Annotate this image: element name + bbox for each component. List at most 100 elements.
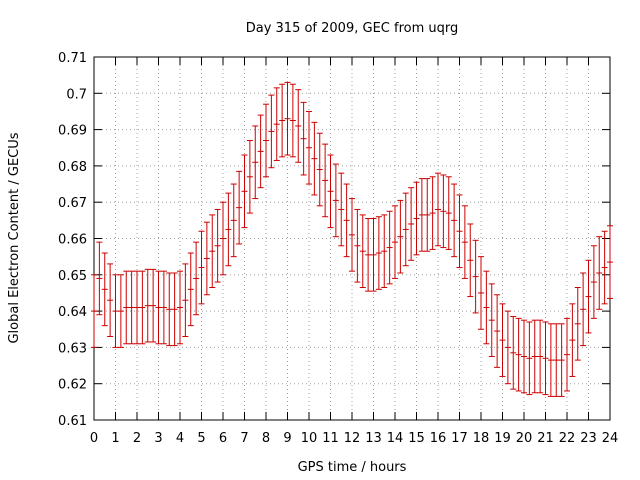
- data-point: [343, 183, 350, 258]
- y-axis-label: Global Electron Content / GECUs: [7, 132, 22, 343]
- data-point: [429, 176, 436, 250]
- data-point: [392, 205, 398, 279]
- data-point: [177, 270, 183, 345]
- data-point: [494, 294, 501, 368]
- data-point: [171, 272, 178, 347]
- data-point: [537, 319, 544, 394]
- data-point: [510, 316, 517, 390]
- data-point: [144, 268, 151, 343]
- x-tick-label: 6: [219, 431, 227, 446]
- data-point: [289, 83, 296, 158]
- data-point: [284, 81, 291, 156]
- data-point: [155, 270, 162, 345]
- data-point: [160, 270, 167, 345]
- data-point: [349, 198, 355, 272]
- data-point: [601, 230, 608, 305]
- y-axis: 0.61 0.62 0.63 0.64 0.65 0.66 0.67 0.68 0.69 0.7 0…: [58, 51, 610, 429]
- y-tick-label: 0.66: [58, 233, 87, 248]
- data-point: [440, 174, 447, 249]
- data-point: [230, 183, 237, 258]
- data-point: [263, 103, 269, 178]
- x-tick-label: 4: [176, 431, 184, 446]
- data-point: [386, 210, 393, 285]
- data-point: [273, 87, 280, 161]
- data-point: [236, 170, 243, 245]
- y-tick-label: 0.63: [58, 341, 87, 356]
- data-point: [107, 263, 114, 338]
- data-point: [96, 241, 103, 316]
- data-point: [338, 172, 345, 247]
- x-tick-label: 7: [240, 431, 248, 446]
- x-tick-label: 5: [197, 431, 205, 446]
- x-tick-label: 8: [262, 431, 270, 446]
- y-tick-label: 0.68: [58, 160, 87, 175]
- data-point: [332, 163, 339, 238]
- data-point: [316, 132, 323, 207]
- data-point: [193, 241, 200, 316]
- data-series: [91, 81, 613, 397]
- data-point: [187, 252, 194, 327]
- y-tick-label: 0.61: [58, 414, 87, 429]
- data-point: [117, 274, 124, 348]
- data-point: [526, 321, 533, 396]
- data-point: [504, 310, 511, 385]
- data-point: [257, 114, 264, 189]
- data-point: [322, 143, 329, 218]
- x-tick-label: 20: [516, 431, 533, 446]
- x-tick-label: 19: [494, 431, 511, 446]
- x-tick-label: 18: [473, 431, 490, 446]
- data-point: [531, 319, 538, 394]
- data-point: [112, 274, 119, 348]
- y-tick-label: 0.69: [58, 124, 87, 139]
- x-tick-label: 22: [559, 431, 576, 446]
- data-point: [580, 272, 587, 347]
- data-point: [241, 154, 248, 229]
- data-point: [91, 274, 97, 348]
- x-tick-label: 9: [283, 431, 291, 446]
- data-point: [370, 218, 377, 292]
- x-axis: 0 1 2 3 4 5 6 7 8 9 10 11 12 13 14 15 16 17 18 19 20 21 22 23 24: [90, 57, 618, 446]
- data-point: [461, 205, 468, 279]
- data-point: [203, 221, 210, 296]
- y-tick-label: 0.71: [58, 51, 87, 66]
- x-tick-label: 13: [365, 431, 382, 446]
- data-point: [483, 270, 490, 345]
- data-point: [166, 272, 173, 347]
- x-tick-label: 23: [580, 431, 597, 446]
- data-point: [381, 214, 388, 289]
- data-point: [402, 192, 409, 267]
- y-tick-label: 0.62: [58, 378, 87, 393]
- x-tick-label: 16: [430, 431, 447, 446]
- x-tick-label: 15: [408, 431, 425, 446]
- x-tick-label: 17: [451, 431, 468, 446]
- data-point: [445, 176, 452, 250]
- data-point: [456, 194, 463, 269]
- chart-title: Day 315 of 2009, GEC from uqrg: [246, 21, 459, 36]
- x-tick-label: 21: [537, 431, 554, 446]
- x-tick-label: 24: [602, 431, 619, 446]
- data-point: [209, 214, 216, 289]
- data-point: [134, 270, 140, 345]
- data-point: [225, 192, 232, 267]
- data-point: [478, 256, 484, 330]
- data-point: [182, 263, 189, 338]
- data-point: [354, 208, 361, 283]
- data-point: [607, 225, 613, 299]
- x-tick-label: 14: [387, 431, 404, 446]
- y-tick-label: 0.64: [58, 305, 87, 320]
- y-tick-label: 0.67: [58, 196, 87, 211]
- data-point: [424, 178, 431, 252]
- x-tick-label: 2: [133, 431, 141, 446]
- data-point: [521, 319, 527, 394]
- data-point: [553, 323, 560, 397]
- data-point: [472, 239, 479, 314]
- data-point: [214, 208, 221, 283]
- data-point: [365, 218, 372, 292]
- data-point: [359, 214, 366, 289]
- data-point: [590, 245, 597, 319]
- data-point: [574, 287, 581, 361]
- y-tick-label: 0.7: [66, 87, 87, 102]
- data-point: [569, 303, 576, 377]
- data-point: [413, 181, 420, 256]
